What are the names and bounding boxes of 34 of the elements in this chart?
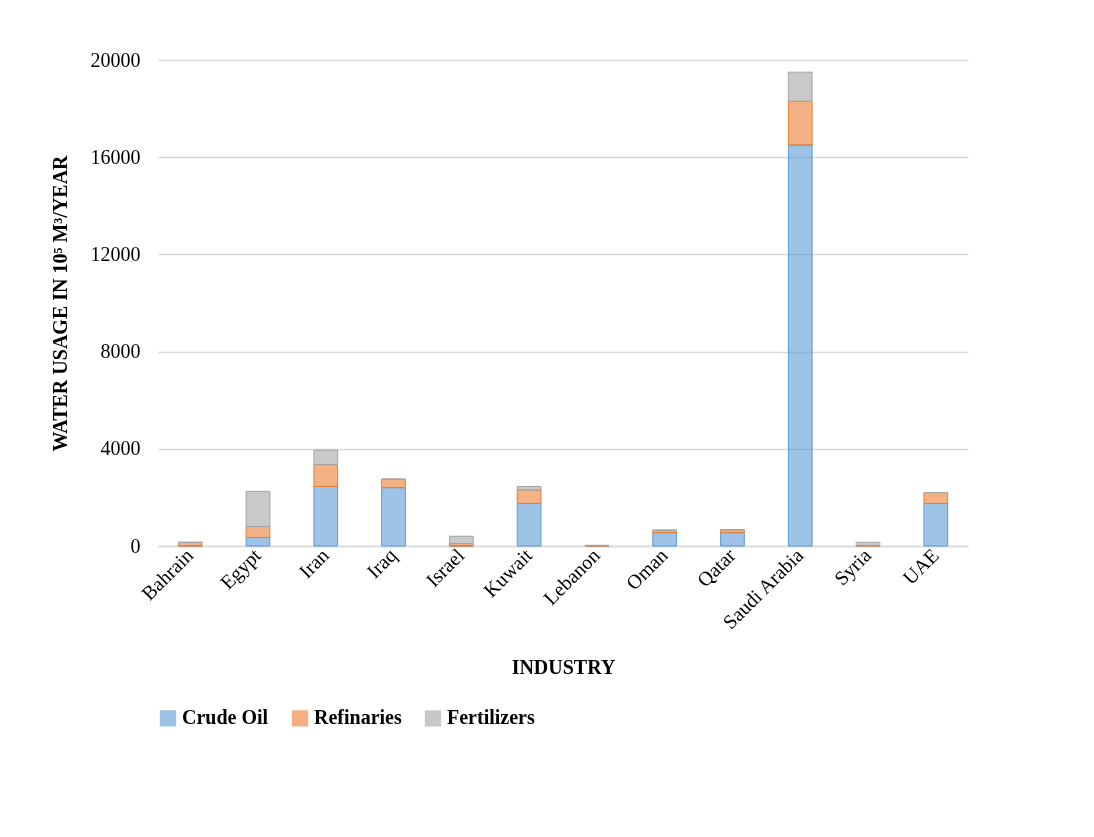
bar [516, 489, 542, 504]
legend-label: Refinaries [314, 706, 402, 729]
y-tick-label: 20000 [90, 48, 141, 71]
bar [245, 526, 271, 538]
bar [855, 541, 881, 547]
y-axis-title: WATER USAGE IN 10⁵ M³/YEAR [48, 154, 71, 452]
bar [313, 464, 339, 487]
y-tick-label: 8000 [100, 340, 141, 363]
x-tick-label: UAE [898, 544, 943, 589]
bar [923, 502, 949, 547]
bar [516, 502, 542, 547]
bar [652, 532, 678, 547]
bar [787, 144, 813, 547]
y-tick-label: 16000 [90, 145, 141, 168]
x-tick-label: Iran [294, 544, 333, 583]
bar [245, 490, 271, 528]
bar [516, 485, 542, 491]
bar [787, 100, 813, 146]
bar [787, 71, 813, 102]
legend-label: Crude Oil [182, 706, 269, 729]
y-tick-label: 0 [130, 534, 141, 557]
x-tick-label: Syria [829, 543, 876, 591]
bar [720, 532, 745, 547]
y-tick-label: 12000 [90, 242, 141, 265]
bar [448, 535, 474, 545]
x-tick-label: Iraq [362, 544, 402, 584]
bar [923, 492, 949, 504]
bar [313, 485, 339, 547]
y-tick-label: 4000 [100, 437, 141, 460]
bar [245, 537, 271, 547]
x-axis-title: INDUSTRY [511, 655, 616, 678]
bar [313, 449, 339, 466]
bar [381, 487, 406, 547]
legend-label: Fertilizers [447, 706, 535, 729]
